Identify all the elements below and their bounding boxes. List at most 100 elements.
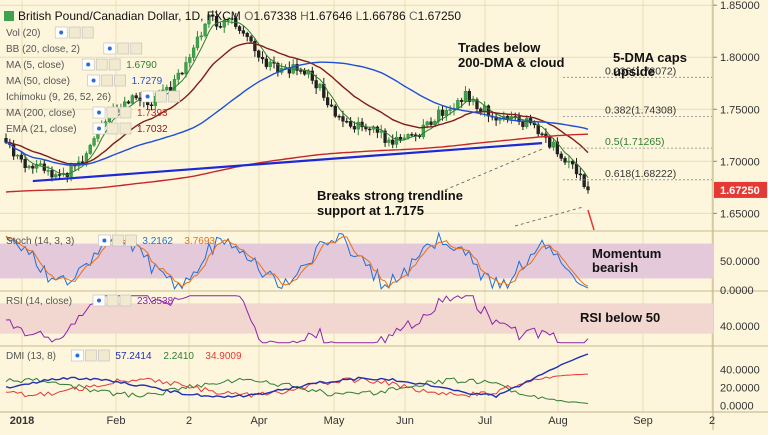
candle[interactable]: [218, 26, 223, 28]
candle[interactable]: [406, 134, 410, 139]
candle[interactable]: [241, 30, 246, 34]
candle[interactable]: [582, 174, 586, 187]
legend-row[interactable]: MA (50, close) 1.7279: [6, 74, 163, 87]
candle[interactable]: [348, 121, 353, 127]
indicator-legend[interactable]: British Pound/Canadian Dollar, 1D, FXCM …: [4, 9, 461, 362]
candle[interactable]: [345, 120, 349, 123]
candle[interactable]: [563, 158, 567, 163]
candle[interactable]: [333, 105, 337, 117]
candle[interactable]: [230, 17, 234, 21]
candle[interactable]: [551, 141, 556, 148]
candle[interactable]: [188, 57, 192, 63]
legend-row[interactable]: MA (200, close) 1.7393: [6, 106, 168, 119]
candle[interactable]: [50, 170, 54, 178]
ma-50-line[interactable]: [5, 61, 589, 166]
gear-icon[interactable]: [101, 74, 113, 87]
candle[interactable]: [191, 47, 196, 58]
candle[interactable]: [195, 36, 200, 49]
candle[interactable]: [134, 95, 138, 99]
candle[interactable]: [306, 70, 311, 75]
candle[interactable]: [467, 91, 471, 102]
candle[interactable]: [459, 100, 464, 102]
candle[interactable]: [525, 118, 529, 127]
candle[interactable]: [203, 23, 207, 37]
candle[interactable]: [555, 141, 560, 155]
legend-row[interactable]: Vol (20): [6, 26, 94, 39]
candle[interactable]: [448, 109, 452, 111]
candle[interactable]: [149, 104, 154, 107]
candle[interactable]: [237, 26, 242, 31]
candle[interactable]: [88, 144, 92, 154]
candle[interactable]: [414, 134, 418, 136]
candle[interactable]: [375, 126, 380, 133]
stoch-legend[interactable]: Stoch (14, 3, 3) 3.2162 3.7693: [6, 234, 215, 247]
candle[interactable]: [310, 70, 314, 81]
stoch-d-line[interactable]: [5, 235, 589, 289]
gear-icon[interactable]: [106, 106, 119, 119]
candle[interactable]: [15, 154, 20, 157]
candle[interactable]: [398, 136, 403, 140]
candle[interactable]: [69, 163, 73, 177]
rsi-legend[interactable]: RSI (14, close) 23.3538: [6, 294, 174, 307]
candle[interactable]: [176, 72, 180, 80]
candle[interactable]: [27, 165, 31, 168]
candle[interactable]: [444, 110, 448, 116]
candle[interactable]: [440, 109, 445, 116]
close-icon[interactable]: [81, 26, 94, 39]
candle[interactable]: [257, 50, 261, 58]
candle[interactable]: [268, 61, 272, 67]
candle[interactable]: [57, 174, 62, 176]
candle[interactable]: [253, 40, 257, 52]
gear-icon[interactable]: [68, 26, 81, 39]
close-icon[interactable]: [130, 42, 143, 55]
candle[interactable]: [571, 160, 575, 165]
candle[interactable]: [92, 138, 96, 146]
candle[interactable]: [337, 115, 341, 118]
candle[interactable]: [34, 164, 39, 169]
close-icon[interactable]: [125, 234, 137, 247]
candle[interactable]: [214, 16, 219, 27]
candle[interactable]: [421, 124, 426, 137]
candle[interactable]: [260, 57, 265, 60]
candle[interactable]: [456, 100, 460, 109]
candle[interactable]: [341, 116, 345, 122]
candle[interactable]: [172, 79, 177, 91]
candle[interactable]: [567, 160, 571, 163]
last-price-tag[interactable]: [714, 181, 767, 198]
candle[interactable]: [521, 121, 525, 127]
trendline[interactable]: [32, 142, 543, 183]
candle[interactable]: [211, 14, 215, 17]
gear-icon[interactable]: [106, 294, 119, 307]
candle[interactable]: [387, 139, 391, 143]
candle[interactable]: [23, 158, 27, 168]
adx-line[interactable]: [5, 353, 589, 399]
candle[interactable]: [180, 72, 184, 75]
candle[interactable]: [425, 121, 429, 126]
candle[interactable]: [295, 64, 299, 71]
candle[interactable]: [475, 99, 479, 110]
candle[interactable]: [264, 58, 269, 67]
candle[interactable]: [199, 35, 203, 38]
candle[interactable]: [165, 87, 169, 91]
dmi-plus-line[interactable]: [5, 377, 589, 404]
candle[interactable]: [540, 133, 544, 136]
gear-icon[interactable]: [112, 234, 124, 247]
gear-icon[interactable]: [106, 122, 119, 135]
gear-icon[interactable]: [117, 42, 130, 55]
ma-21-line[interactable]: [5, 42, 589, 165]
candle[interactable]: [54, 174, 58, 178]
candle[interactable]: [383, 130, 387, 143]
candle[interactable]: [46, 170, 50, 172]
candle[interactable]: [249, 36, 253, 42]
candle[interactable]: [325, 97, 330, 106]
candle[interactable]: [226, 19, 230, 22]
candle[interactable]: [207, 14, 211, 25]
candle[interactable]: [574, 163, 579, 175]
candle[interactable]: [429, 121, 433, 125]
candle[interactable]: [391, 139, 395, 145]
candle[interactable]: [130, 95, 135, 104]
candle[interactable]: [578, 173, 582, 176]
close-icon[interactable]: [108, 58, 121, 71]
candle[interactable]: [471, 99, 475, 102]
